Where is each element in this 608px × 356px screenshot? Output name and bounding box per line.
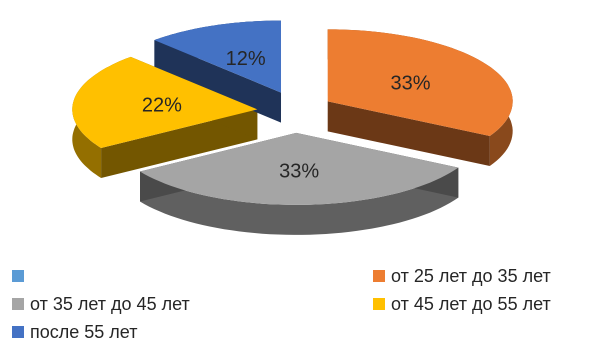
- legend-label: от 35 лет до 45 лет: [30, 293, 190, 314]
- pie-slice: [140, 132, 459, 205]
- legend-item: от 25 лет до 35 лет: [373, 264, 551, 288]
- legend-item: от 35 лет до 45 лет: [12, 292, 190, 316]
- data-label: 12%: [226, 48, 266, 70]
- legend-swatch: [373, 270, 385, 282]
- pie-slice-cut: [327, 101, 490, 166]
- pie-slice-cut: [154, 40, 282, 123]
- legend-swatch: [12, 298, 24, 310]
- pie-slice: [72, 56, 258, 148]
- chart-legend: от 25 лет до 35 лет от 35 лет до 45 лет от…: [0, 256, 608, 356]
- legend-label: от 45 лет до 55 лет: [391, 293, 551, 314]
- data-label: 22%: [142, 95, 182, 117]
- data-label: 33%: [279, 160, 319, 182]
- legend-label: от 25 лет до 35 лет: [391, 265, 551, 286]
- legend-item: после 55 лет: [12, 320, 137, 344]
- pie-slice: [327, 29, 513, 136]
- legend-swatch: [373, 298, 385, 310]
- legend-item: [12, 264, 30, 288]
- legend-swatch: [12, 270, 24, 282]
- legend-item: от 45 лет до 55 лет: [373, 292, 551, 316]
- pie-chart: 33% 33% 22% 12%: [72, 20, 513, 235]
- pie-slice: [154, 20, 282, 93]
- data-label: 33%: [390, 72, 430, 94]
- pie-slice-cut: [101, 109, 258, 178]
- legend-swatch: [12, 326, 24, 338]
- pie-slice-side: [140, 167, 459, 235]
- legend-label: после 55 лет: [30, 321, 138, 342]
